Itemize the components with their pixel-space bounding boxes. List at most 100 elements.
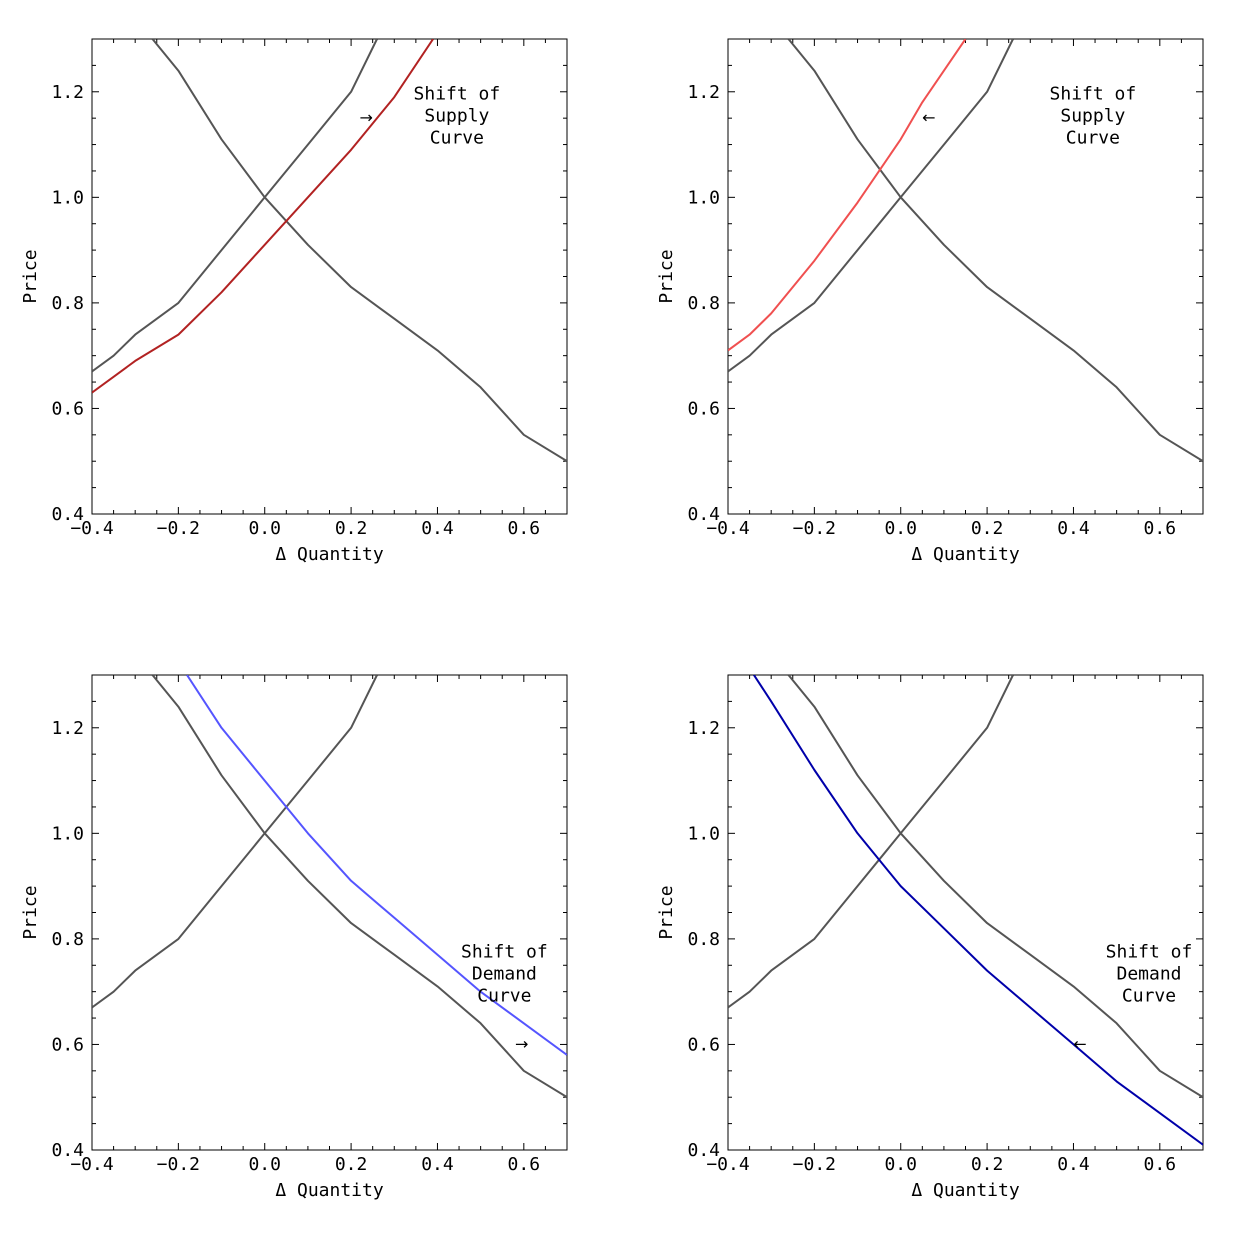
panel-4: −0.4 −0.2 0.0 0.2 0.4 0.6 0.4 0.6 0.8 1.0 1.2 Δ Qua… bbox=[656, 674, 1204, 1201]
y-tick-label: 0.4 bbox=[687, 1140, 720, 1161]
x-axis-label: Δ Quantity bbox=[911, 1180, 1020, 1201]
y-axis-label: Price bbox=[20, 249, 41, 303]
series-group bbox=[92, 39, 567, 463]
panel-2: −0.4 −0.2 0.0 0.2 0.4 0.6 0.4 0.6 0.8 1.0 1.2 Δ Qua… bbox=[656, 38, 1204, 565]
y-tick-label: 1.0 bbox=[51, 187, 84, 208]
series-line-shifted-demand bbox=[186, 675, 567, 1056]
x-tick-label: 0.0 bbox=[884, 1154, 917, 1175]
right-arrow-icon: → bbox=[360, 108, 373, 127]
x-tick-label: 0.2 bbox=[971, 518, 1004, 539]
x-tick-label: −0.4 bbox=[706, 1154, 749, 1175]
x-tick-label: 0.6 bbox=[508, 1154, 541, 1175]
series-group bbox=[728, 39, 1203, 463]
x-tick-label: 0.2 bbox=[335, 1154, 368, 1175]
x-tick-label: 0.6 bbox=[1144, 518, 1177, 539]
series-line-original-demand bbox=[787, 39, 1203, 463]
x-tick-label: −0.2 bbox=[157, 1154, 200, 1175]
x-axis-label: Δ Quantity bbox=[275, 544, 384, 565]
y-tick-label: 1.2 bbox=[51, 82, 84, 103]
series-line-original-supply bbox=[92, 39, 378, 373]
series-line-original-demand bbox=[787, 675, 1203, 1099]
series-line-original-demand bbox=[151, 39, 567, 463]
x-tick-label: −0.2 bbox=[157, 518, 200, 539]
series-group bbox=[92, 675, 567, 1099]
series-line-original-demand bbox=[151, 675, 567, 1099]
x-tick-label: 0.2 bbox=[971, 1154, 1004, 1175]
ticks bbox=[91, 674, 568, 1151]
y-tick-label: 1.2 bbox=[687, 82, 720, 103]
annotation-line: Supply bbox=[424, 106, 489, 127]
right-arrow-icon: → bbox=[515, 1034, 528, 1053]
series-line-original-supply bbox=[92, 675, 378, 1009]
y-tick-label: 0.6 bbox=[51, 398, 84, 419]
series-line-original-supply bbox=[728, 39, 1014, 373]
y-tick-label: 1.2 bbox=[687, 718, 720, 739]
x-tick-label: −0.4 bbox=[706, 518, 749, 539]
annotation-line: Shift of bbox=[1050, 84, 1137, 105]
y-tick-label: 0.8 bbox=[51, 929, 84, 950]
plot-frame bbox=[727, 38, 1204, 515]
annotation-line: Curve bbox=[1066, 128, 1120, 149]
y-tick-label: 1.2 bbox=[51, 718, 84, 739]
y-tick-label: 1.0 bbox=[687, 823, 720, 844]
x-tick-label: 0.2 bbox=[335, 518, 368, 539]
y-axis-label: Price bbox=[656, 885, 677, 939]
annotation-line: Curve bbox=[477, 985, 531, 1006]
x-tick-label: 0.6 bbox=[508, 518, 541, 539]
x-axis-label: Δ Quantity bbox=[911, 544, 1020, 565]
series-line-shifted-supply bbox=[92, 39, 434, 394]
annotation-line: Shift of bbox=[461, 941, 548, 962]
x-tick-label: 0.4 bbox=[1057, 1154, 1090, 1175]
y-tick-label: 0.6 bbox=[687, 398, 720, 419]
x-tick-label: 0.0 bbox=[248, 518, 281, 539]
y-tick-label: 1.0 bbox=[687, 187, 720, 208]
y-tick-label: 0.4 bbox=[51, 504, 84, 525]
x-tick-label: −0.2 bbox=[793, 518, 836, 539]
y-tick-label: 0.8 bbox=[687, 293, 720, 314]
left-arrow-icon: ← bbox=[1073, 1034, 1086, 1053]
x-tick-label: −0.4 bbox=[70, 518, 113, 539]
plot-frame bbox=[91, 674, 568, 1151]
x-tick-label: −0.2 bbox=[793, 1154, 836, 1175]
plot-frame bbox=[91, 38, 568, 515]
series-group bbox=[728, 675, 1203, 1146]
y-tick-label: 0.4 bbox=[687, 504, 720, 525]
series-line-shifted-supply bbox=[728, 39, 967, 352]
annotation-line: Demand bbox=[472, 963, 537, 984]
x-tick-label: 0.6 bbox=[1144, 1154, 1177, 1175]
annotation-line: Curve bbox=[1122, 985, 1176, 1006]
y-axis-label: Price bbox=[656, 249, 677, 303]
y-tick-label: 0.6 bbox=[51, 1034, 84, 1055]
ticks bbox=[727, 38, 1204, 515]
ticks bbox=[91, 38, 568, 515]
annotation-line: Shift of bbox=[414, 84, 501, 105]
annotation-line: Shift of bbox=[1106, 941, 1193, 962]
y-tick-label: 0.6 bbox=[687, 1034, 720, 1055]
x-tick-label: 0.0 bbox=[248, 1154, 281, 1175]
y-axis-label: Price bbox=[20, 885, 41, 939]
y-tick-label: 0.8 bbox=[51, 293, 84, 314]
y-tick-label: 0.4 bbox=[51, 1140, 84, 1161]
series-line-shifted-demand bbox=[753, 675, 1203, 1146]
x-tick-label: 0.4 bbox=[421, 518, 454, 539]
y-tick-label: 0.8 bbox=[687, 929, 720, 950]
series-line-original-supply bbox=[728, 675, 1014, 1009]
x-tick-label: 0.0 bbox=[884, 518, 917, 539]
y-tick-label: 1.0 bbox=[51, 823, 84, 844]
ticks bbox=[727, 674, 1204, 1151]
annotation-line: Supply bbox=[1060, 106, 1125, 127]
panel-1: −0.4 −0.2 0.0 0.2 0.4 0.6 0.4 0.6 0.8 1.0 1.2 Δ Qua… bbox=[20, 38, 568, 565]
x-tick-label: 0.4 bbox=[421, 1154, 454, 1175]
x-tick-label: −0.4 bbox=[70, 1154, 113, 1175]
left-arrow-icon: ← bbox=[922, 108, 935, 127]
x-axis-label: Δ Quantity bbox=[275, 1180, 384, 1201]
annotation-line: Curve bbox=[430, 128, 484, 149]
panel-3: −0.4 −0.2 0.0 0.2 0.4 0.6 0.4 0.6 0.8 1.0 1.2 Δ Qua… bbox=[20, 674, 568, 1201]
x-tick-label: 0.4 bbox=[1057, 518, 1090, 539]
annotation-line: Demand bbox=[1117, 963, 1182, 984]
